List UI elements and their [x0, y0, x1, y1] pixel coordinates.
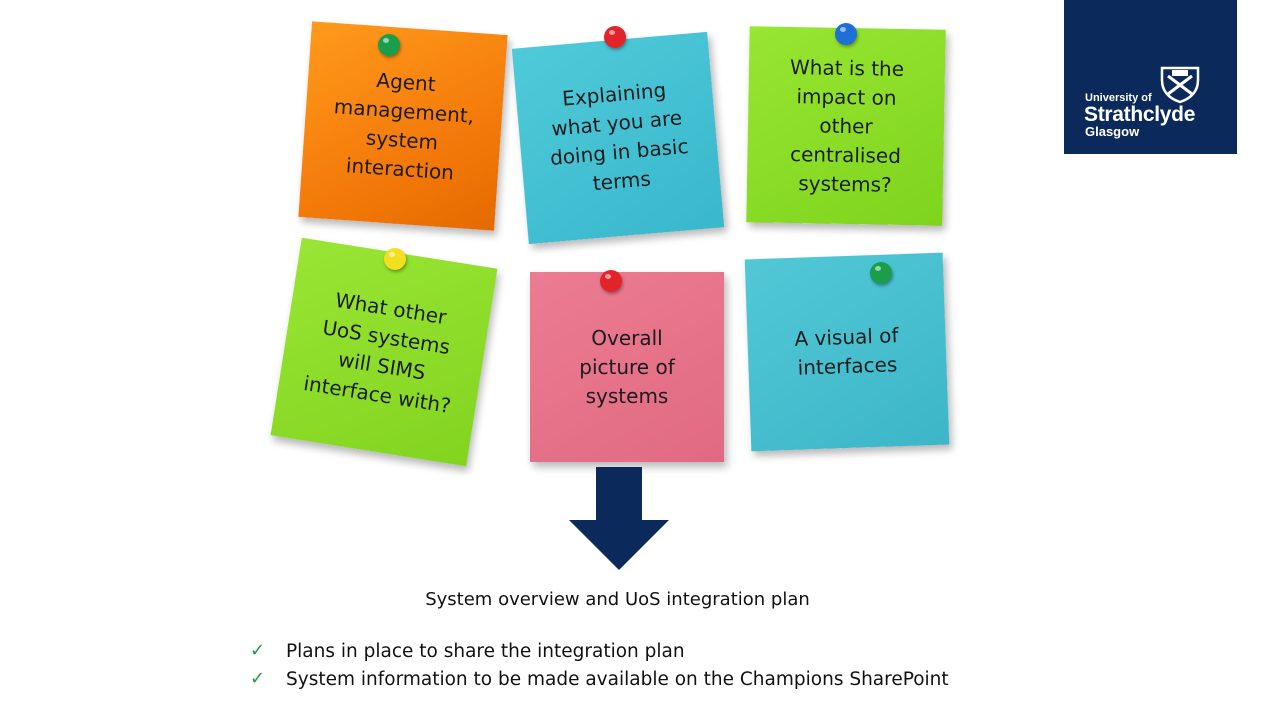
logo-line-3: Glasgow: [1085, 124, 1140, 139]
logo-line-2: Strathclyde: [1084, 103, 1196, 126]
university-logo: University of Strathclyde Glasgow: [1064, 0, 1237, 154]
note-text: A visual of interfaces: [794, 323, 899, 380]
note-text: Explaining what you are doing in basic t…: [549, 77, 690, 196]
note-text: What other UoS systems will SIMS interfa…: [301, 287, 453, 418]
pin-icon: [870, 262, 892, 284]
check-icon: ✓: [250, 668, 266, 689]
pin-icon: [378, 34, 400, 56]
sticky-note-other-systems: What other UoS systems will SIMS interfa…: [270, 237, 498, 467]
list-item: ✓ Plans in place to share the integratio…: [250, 640, 1010, 668]
check-icon: ✓: [250, 640, 266, 661]
logo-line-1: University of: [1085, 92, 1152, 104]
note-text: Overall picture of systems: [579, 325, 675, 408]
pin-icon: [384, 248, 406, 270]
down-arrow-icon: [569, 467, 669, 570]
sticky-note-explaining: Explaining what you are doing in basic t…: [511, 31, 725, 245]
list-item: ✓ System information to be made availabl…: [250, 668, 1010, 696]
sticky-note-agent-management: Agent management, system interaction: [298, 21, 508, 231]
pin-icon: [835, 23, 857, 45]
crest-icon: [1160, 66, 1200, 104]
sticky-note-impact: What is the impact on other centralised …: [746, 26, 946, 226]
bullet-list: ✓ Plans in place to share the integratio…: [250, 640, 1010, 696]
list-item-text: System information to be made available …: [286, 669, 949, 690]
pin-icon: [600, 270, 622, 292]
list-item-text: Plans in place to share the integration …: [286, 641, 685, 662]
sticky-note-visual-interfaces: A visual of interfaces: [744, 252, 950, 452]
pin-icon: [604, 26, 626, 48]
sticky-note-overall-picture: Overall picture of systems: [530, 272, 724, 462]
note-text: What is the impact on other centralised …: [789, 54, 905, 197]
caption: System overview and UoS integration plan: [425, 589, 810, 610]
note-text: Agent management, system interaction: [333, 68, 475, 185]
